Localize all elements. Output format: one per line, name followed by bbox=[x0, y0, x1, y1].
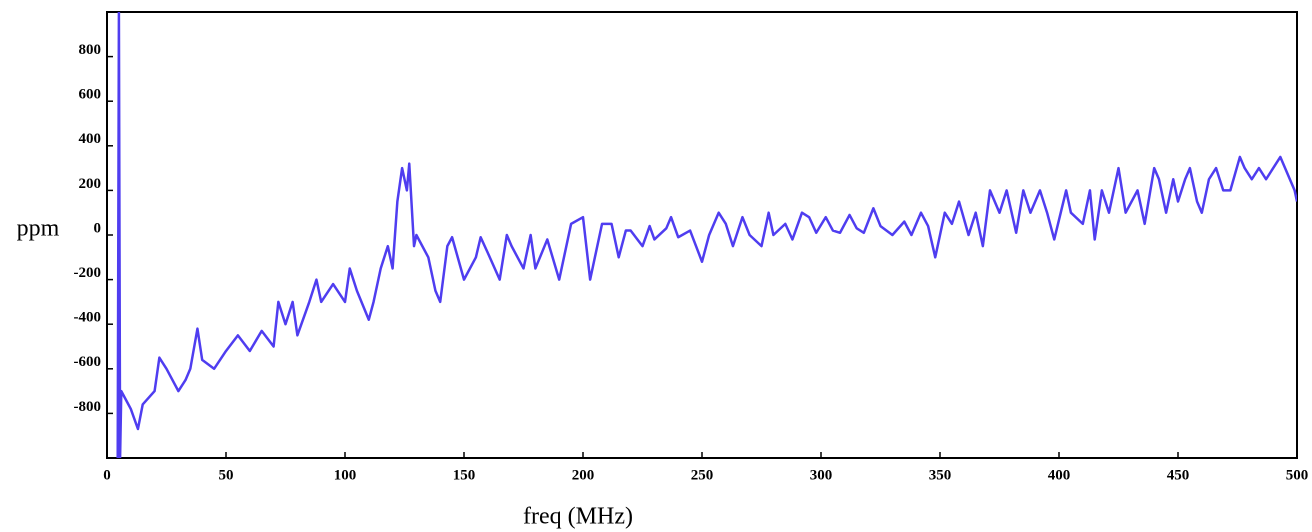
y-tick-label: 200 bbox=[79, 176, 102, 192]
y-tick-label: 600 bbox=[79, 87, 102, 103]
x-tick-label: 500 bbox=[1286, 467, 1309, 483]
y-tick-label: 400 bbox=[79, 131, 102, 147]
x-axis-label: freq (MHz) bbox=[523, 504, 633, 530]
y-tick-label: -800 bbox=[74, 399, 102, 415]
y-tick-label: -400 bbox=[74, 310, 102, 326]
y-tick-label: -600 bbox=[74, 354, 102, 370]
y-tick-label: -200 bbox=[74, 265, 102, 281]
x-tick-label: 350 bbox=[929, 467, 952, 483]
x-tick-label: 0 bbox=[103, 467, 111, 483]
data-line bbox=[116, 12, 1297, 458]
x-tick-label: 150 bbox=[453, 467, 476, 483]
y-tick-label: 800 bbox=[79, 42, 102, 58]
x-tick-label: 400 bbox=[1048, 467, 1071, 483]
x-tick-label: 250 bbox=[691, 467, 714, 483]
y-tick-label: 0 bbox=[94, 220, 102, 236]
x-tick-label: 300 bbox=[810, 467, 833, 483]
plot-frame bbox=[106, 11, 1298, 459]
x-tick-label: 100 bbox=[334, 467, 357, 483]
x-tick-label: 200 bbox=[572, 467, 595, 483]
x-tick-label: 50 bbox=[219, 467, 234, 483]
x-tick-label: 450 bbox=[1167, 467, 1190, 483]
y-axis-label: ppm bbox=[17, 216, 60, 242]
